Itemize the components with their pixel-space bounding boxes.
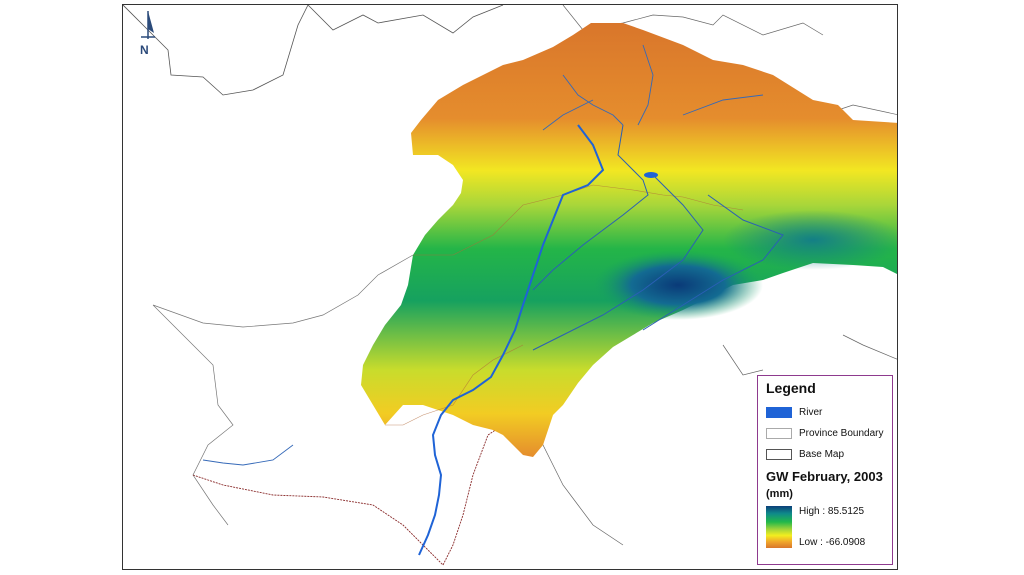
north-arrow-icon [141, 11, 155, 39]
color-ramp [766, 506, 792, 548]
legend-unit: (mm) [766, 488, 793, 500]
legend-panel: Legend River Province Boundary Base Map … [757, 375, 893, 565]
ramp-high-label: High : 85.5125 [799, 506, 865, 517]
legend-item-province: Province Boundary [766, 423, 884, 444]
legend-item-label: Province Boundary [799, 428, 884, 439]
legend-item-basemap: Base Map [766, 444, 884, 465]
river-tributaries [202, 44, 764, 466]
gw-east-zone [723, 210, 897, 270]
river-sutlej [642, 194, 784, 331]
base-map-west [152, 254, 414, 526]
gw-low-zone [593, 250, 763, 320]
river-chenab [532, 174, 704, 351]
river-indus [418, 124, 605, 556]
base-map-south-coast [192, 404, 524, 566]
province-swatch [766, 428, 792, 439]
map-canvas [123, 5, 897, 566]
legend-item-river: River [766, 402, 884, 423]
legend-title: Legend [766, 380, 816, 396]
basemap-swatch [766, 449, 792, 460]
legend-ramp: High : 85.5125 Low : -66.0908 [766, 506, 884, 548]
ramp-low-label: Low : -66.0908 [799, 537, 866, 548]
legend-item-label: River [799, 407, 823, 418]
river-swatch [766, 407, 792, 418]
legend-item-label: Base Map [799, 449, 845, 460]
base-map-east [522, 104, 897, 546]
reservoir [644, 172, 658, 178]
river-jhelum [532, 124, 649, 291]
legend-layer-title: GW February, 2003 [766, 469, 883, 484]
base-map-boundary [123, 5, 504, 96]
north-arrow-label: N [140, 43, 149, 57]
map-frame: N Legend River Province Boundary Base Ma… [122, 4, 898, 570]
gw-raster-surface [361, 23, 897, 457]
